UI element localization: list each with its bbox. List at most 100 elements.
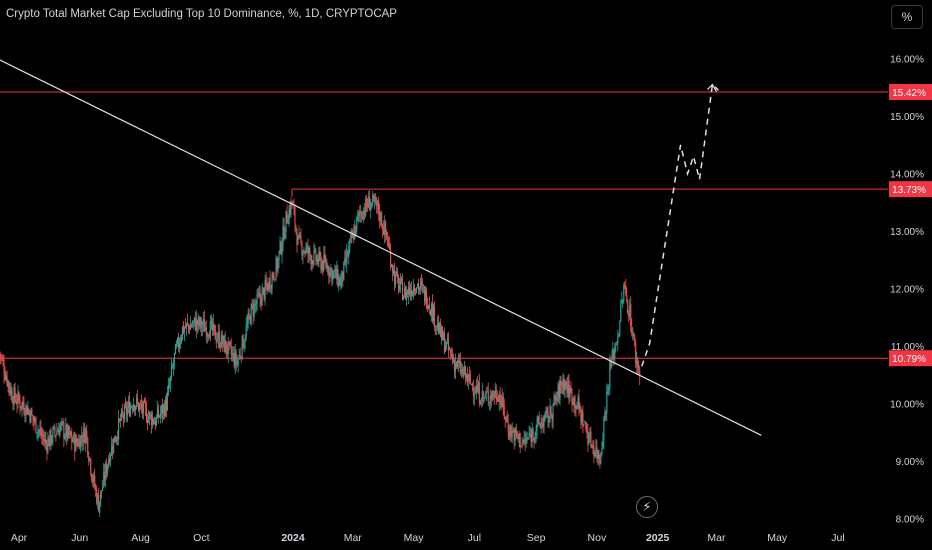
candle-body	[374, 196, 376, 203]
candle-body	[14, 386, 16, 399]
candle-body	[325, 260, 327, 268]
candle-body	[487, 391, 489, 402]
candle-body	[514, 428, 516, 442]
candle-body	[73, 434, 75, 443]
candle-body	[425, 289, 428, 307]
candle-body	[239, 355, 241, 357]
candle-body	[638, 366, 640, 370]
candle-body	[305, 247, 307, 254]
candle-body	[200, 319, 202, 329]
candle-body	[119, 419, 121, 421]
candle-body	[29, 411, 31, 422]
candle-body	[290, 200, 292, 215]
candle-body	[297, 235, 299, 245]
candle-body	[461, 369, 463, 370]
candle-body	[311, 259, 313, 265]
candle-body	[12, 402, 14, 405]
candle-body	[242, 336, 244, 349]
candle-body	[291, 201, 293, 203]
candle-body	[420, 281, 423, 285]
candle-body	[293, 204, 295, 210]
candle-body	[372, 194, 374, 204]
lightning-icon[interactable]: ⚡	[636, 496, 658, 518]
candle-body	[270, 287, 272, 289]
candle-body	[285, 210, 287, 232]
candle-body	[578, 396, 580, 409]
candle-body	[510, 425, 512, 437]
candle-body	[241, 335, 243, 359]
candle-body	[212, 322, 214, 331]
candle-body	[334, 268, 336, 272]
candle-body	[399, 285, 401, 289]
candle-body	[38, 429, 40, 431]
candle-body	[191, 324, 193, 327]
candle-body	[362, 216, 364, 220]
candle-body	[197, 317, 199, 325]
candle-body	[546, 408, 548, 411]
candle-body	[64, 436, 66, 439]
candle-body	[604, 412, 606, 419]
descending-trendline[interactable]	[0, 59, 762, 436]
candle-body	[416, 284, 419, 286]
candle-body	[108, 459, 110, 467]
candle-body	[524, 439, 526, 443]
candle-body	[543, 418, 545, 427]
candle-body	[580, 410, 582, 422]
candle-body	[129, 400, 131, 416]
candle-body	[273, 276, 275, 279]
candle-body	[622, 300, 624, 302]
candle-body	[563, 379, 565, 391]
candle-body	[110, 454, 112, 461]
candle-body	[217, 332, 219, 340]
candle-body	[635, 344, 637, 364]
candle-body	[128, 401, 130, 409]
candle-body	[211, 319, 213, 331]
candle-body	[480, 402, 482, 405]
candle-body	[591, 445, 593, 449]
x-tick-label: 2025	[646, 532, 670, 544]
candle-body	[30, 409, 32, 424]
candle-body	[102, 486, 104, 491]
percent-scale-button[interactable]: %	[891, 5, 923, 29]
candle-body	[582, 413, 584, 428]
candle-body	[588, 440, 590, 444]
candle-body	[376, 197, 378, 206]
candle-body	[115, 440, 117, 442]
candle-body	[460, 368, 462, 374]
candle-body	[468, 374, 470, 376]
projection-path[interactable]	[641, 82, 719, 367]
candle-body	[429, 310, 432, 315]
candle-body	[589, 431, 591, 440]
candle-body	[66, 424, 68, 439]
candle-body	[381, 212, 383, 228]
candle-body	[0, 352, 1, 357]
candle-body	[431, 303, 434, 321]
candle-body	[134, 405, 136, 411]
candle-body	[307, 246, 309, 254]
candle-body	[148, 412, 151, 418]
candle-body	[533, 438, 535, 441]
candle-body	[251, 303, 253, 305]
candle-body	[77, 443, 79, 447]
candle-body	[437, 323, 440, 334]
candle-body	[238, 354, 240, 360]
candle-body	[482, 392, 484, 397]
candle-body	[93, 475, 95, 482]
x-tick-label: Jul	[468, 532, 481, 544]
candle-body	[403, 296, 405, 301]
candle-body	[439, 322, 442, 337]
candle-body	[473, 394, 475, 398]
candle-body	[466, 376, 468, 383]
candle-body	[499, 394, 501, 403]
candle-body	[228, 341, 230, 343]
candle-body	[42, 434, 44, 438]
candle-body	[501, 396, 503, 406]
candle-body	[63, 423, 65, 439]
candle-body	[378, 200, 380, 214]
candle-body	[408, 287, 410, 296]
candle-body	[371, 202, 373, 206]
candle-body	[464, 366, 466, 378]
candle-body	[261, 290, 263, 306]
candle-body	[493, 396, 495, 398]
